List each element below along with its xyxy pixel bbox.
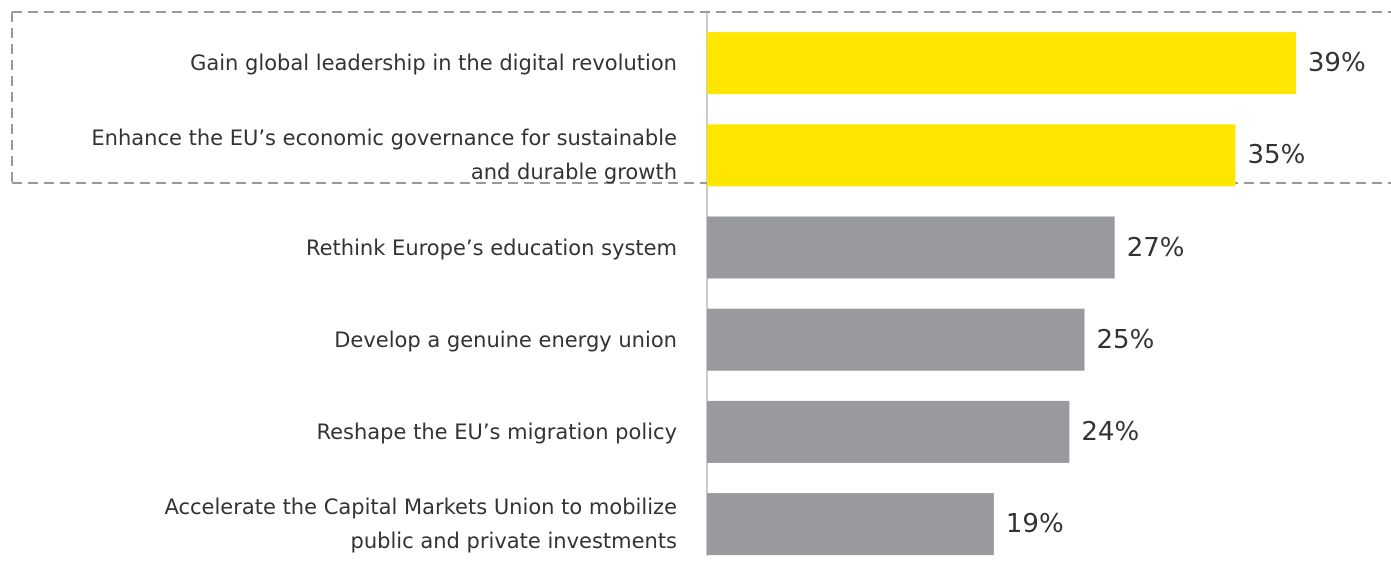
category-label: Develop a genuine energy union	[334, 327, 677, 352]
value-label: 19%	[1005, 509, 1064, 540]
bar	[707, 216, 1115, 279]
bar	[707, 400, 1070, 463]
category-label: Enhance the EU’s economic governance for…	[91, 126, 677, 185]
value-label: 24%	[1081, 416, 1140, 447]
value-label: 39%	[1307, 48, 1366, 79]
value-label: 25%	[1096, 324, 1155, 355]
bar	[707, 124, 1236, 187]
category-label: Gain global leadership in the digital re…	[190, 51, 677, 76]
category-label: Accelerate the Capital Markets Union to …	[164, 495, 677, 554]
bar	[707, 308, 1085, 371]
value-label: 35%	[1247, 140, 1306, 171]
value-label: 27%	[1126, 232, 1185, 263]
bar	[707, 493, 994, 556]
bar	[707, 32, 1296, 95]
category-label: Rethink Europe’s education system	[305, 235, 677, 260]
category-label: Reshape the EU’s migration policy	[316, 419, 677, 444]
